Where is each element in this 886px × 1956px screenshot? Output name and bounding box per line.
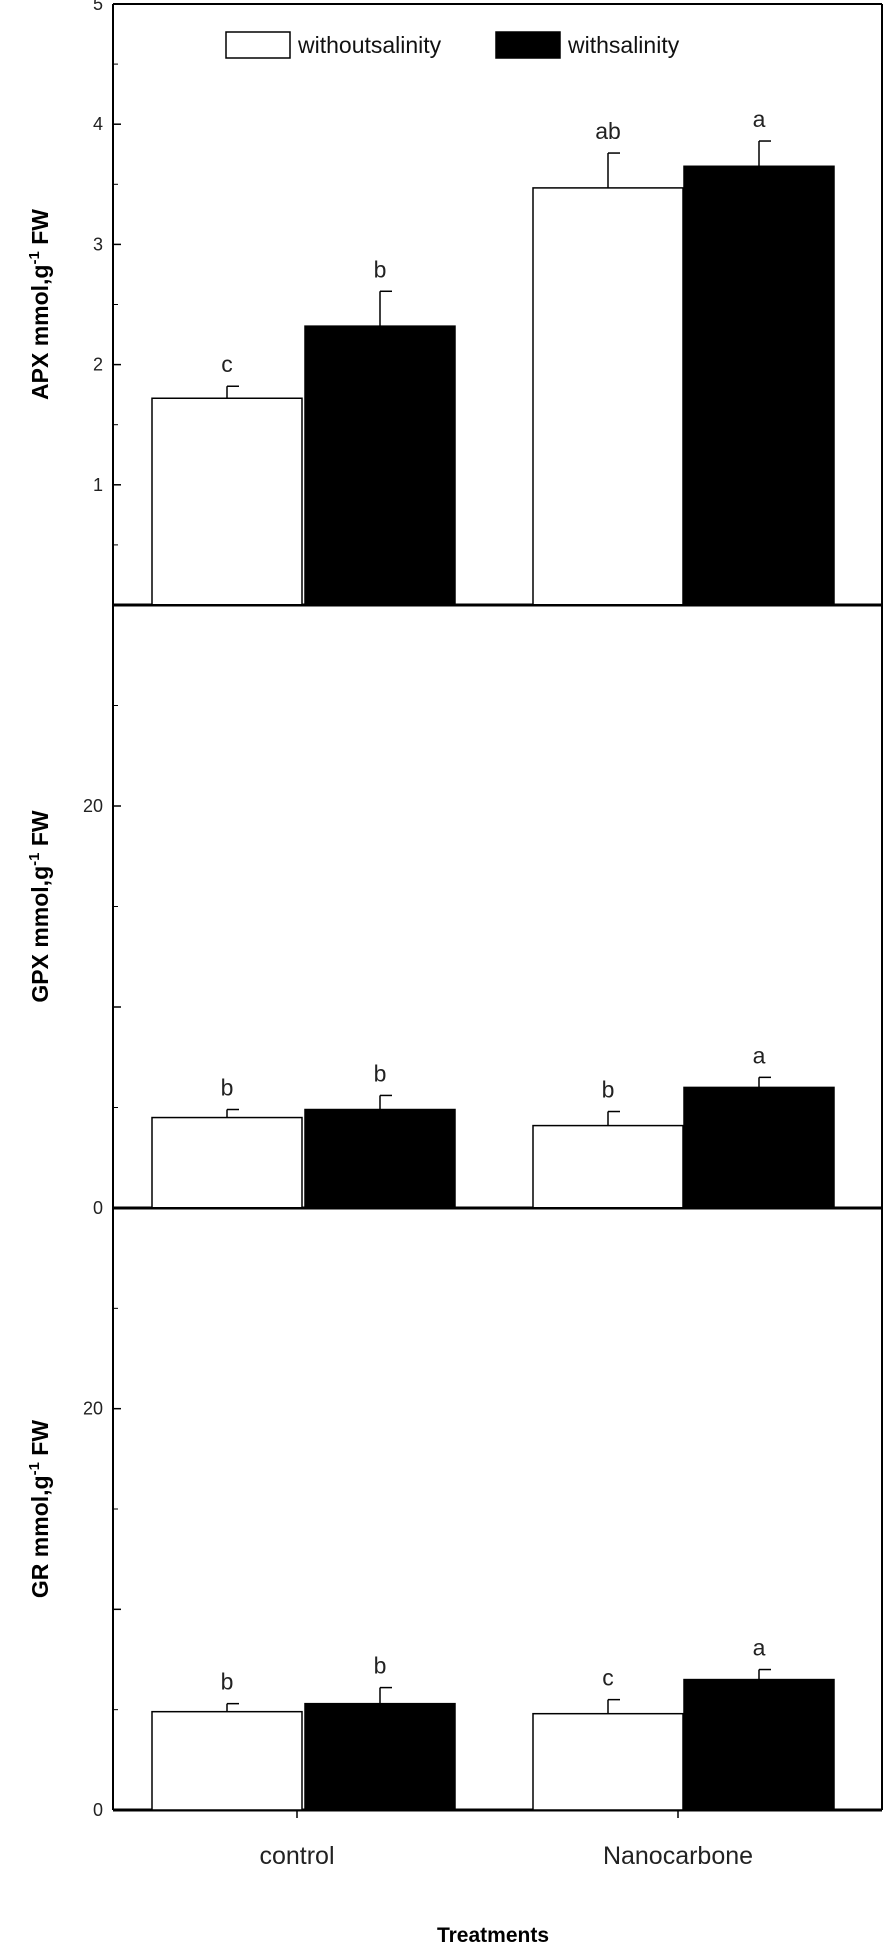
- y-axis-label: APX mmol,g-1 FW: [26, 209, 53, 400]
- significance-letter: ab: [595, 118, 621, 144]
- panel-2: 0 20 GPX mmol,g-1 FW b b b a: [26, 604, 883, 1218]
- y-tick-label: 4: [93, 114, 103, 134]
- bar-withsalinity-control: [304, 1108, 456, 1209]
- y-label-tail: FW: [27, 1420, 53, 1462]
- legend-swatch-withoutsalinity: [225, 31, 291, 59]
- significance-letter: c: [602, 1665, 614, 1691]
- y-label-superscript: -1: [26, 251, 43, 264]
- significance-letter: b: [374, 256, 387, 282]
- y-axis-label: GPX mmol,g-1 FW: [26, 810, 53, 1003]
- y-tick-label: 0: [93, 1800, 103, 1820]
- bar-withoutsalinity-control: [151, 397, 303, 606]
- y-tick-label: 0: [93, 1198, 103, 1218]
- bar-withsalinity-control: [304, 325, 456, 606]
- bar-withsalinity-control: [304, 1702, 456, 1811]
- panel-1: 1 2 3 4 5 APX mmol,g-1 FW c ab b a withoutsalinity…: [26, 0, 883, 607]
- x-tick-label: control: [259, 1842, 334, 1870]
- significance-letter: a: [753, 106, 766, 132]
- y-tick-label: 20: [83, 796, 103, 816]
- y-tick-label: 5: [93, 0, 103, 14]
- y-label-tail: FW: [27, 810, 53, 852]
- y-tick-label: 2: [93, 355, 103, 375]
- y-label-tail: FW: [27, 209, 53, 251]
- y-label-superscript: -1: [26, 1462, 43, 1475]
- significance-letter: c: [221, 351, 233, 377]
- bar-withsalinity-Nanocarbone: [683, 1678, 835, 1811]
- bar-withoutsalinity-control: [151, 1116, 303, 1209]
- significance-letter: b: [602, 1077, 615, 1103]
- significance-letter: b: [221, 1075, 234, 1101]
- x-axis-label: Treatments: [437, 1924, 549, 1947]
- significance-letter: a: [753, 1635, 766, 1661]
- significance-letter: a: [753, 1042, 766, 1068]
- legend-label-withsalinity: withsalinity: [567, 32, 680, 58]
- y-tick-label: 20: [83, 1399, 103, 1419]
- significance-letter: b: [374, 1653, 387, 1679]
- y-label-main: GPX mmol,g: [27, 866, 53, 1003]
- bar-withoutsalinity-Nanocarbone: [532, 1712, 684, 1811]
- legend-swatch-withsalinity: [495, 31, 561, 59]
- bar-withsalinity-Nanocarbone: [683, 165, 835, 606]
- x-tick-label: Nanocarbone: [603, 1842, 753, 1870]
- panel-3: 0 20 GR mmol,g-1 FW b c b a control Nanocarbone T…: [26, 1207, 883, 1947]
- bar-withoutsalinity-Nanocarbone: [532, 1124, 684, 1209]
- y-label-superscript: -1: [26, 853, 43, 866]
- significance-letter: b: [374, 1060, 387, 1086]
- y-label-main: GR mmol,g: [27, 1475, 53, 1598]
- bar-withsalinity-Nanocarbone: [683, 1086, 835, 1209]
- bar-withoutsalinity-control: [151, 1710, 303, 1811]
- legend: withoutsalinity withsalinity: [225, 31, 680, 59]
- significance-letter: b: [221, 1669, 234, 1695]
- legend-label-withoutsalinity: withoutsalinity: [297, 32, 442, 58]
- y-tick-label: 1: [93, 475, 103, 495]
- y-axis-label: GR mmol,g-1 FW: [26, 1420, 53, 1598]
- y-label-main: APX mmol,g: [27, 265, 53, 400]
- bar-withoutsalinity-Nanocarbone: [532, 187, 684, 606]
- y-tick-label: 3: [93, 234, 103, 254]
